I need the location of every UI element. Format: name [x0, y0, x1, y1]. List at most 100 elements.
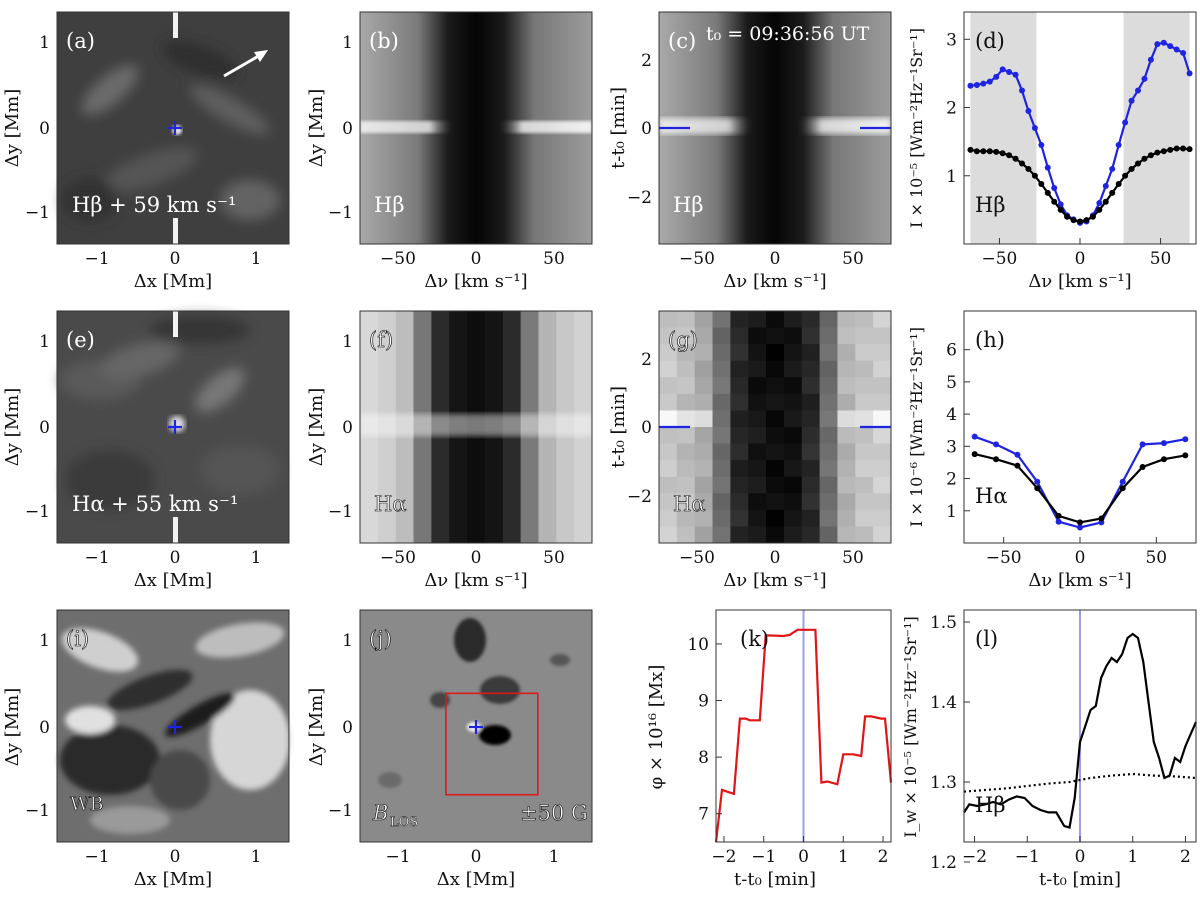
series-0-point	[1006, 69, 1013, 76]
svg-text:2: 2	[641, 350, 652, 370]
panel-i-xlabel: Δx [Mm]	[134, 869, 212, 890]
spectral-cell	[730, 327, 749, 345]
svg-text:0: 0	[641, 418, 652, 438]
panel-a-tag: (a)	[66, 29, 95, 53]
panel-d: −50 0 50 1 2 3 (d) Hβ Δν [km s⁻¹] I × 10⁻⁵ [W…	[907, 11, 1197, 292]
spectral-cell	[676, 360, 696, 378]
panel-j-tag: (j)	[369, 627, 392, 651]
series-0-point	[971, 433, 978, 440]
x-tick-label: −1	[1015, 847, 1040, 867]
spectral-cell	[873, 509, 892, 527]
y-tick-label: 3	[946, 437, 957, 457]
panel-e: (e) Hα + 55 km s⁻¹ −1 0 1 1 0 −1 Δx [Mm]…	[2, 310, 290, 591]
spectral-cell	[819, 377, 838, 395]
y-tick-label: 1.3	[930, 773, 957, 793]
panel-i-yticks: 1 0 −1	[25, 631, 50, 821]
series-0-point	[1057, 201, 1064, 208]
panel-a-yticks: 1 0 −1	[25, 33, 50, 223]
panel-g-ylabel: t-t₀ [min]	[608, 386, 629, 468]
svg-text:0: 0	[342, 119, 353, 139]
series-0-point	[1119, 478, 1126, 485]
spectral-cell	[766, 493, 785, 511]
spectral-cell	[873, 476, 892, 494]
spectral-cell	[730, 360, 749, 378]
spectral-cell	[694, 377, 714, 395]
x-tick-label: 2	[878, 847, 889, 867]
series-0-point	[993, 73, 1000, 80]
series-1-point	[1147, 152, 1154, 159]
y-tick-label: 3	[946, 30, 957, 50]
spectral-cell	[766, 327, 785, 345]
series-1-point	[993, 148, 1000, 155]
panel-d-ylabel: I × 10⁻⁵ [Wm⁻²Hz⁻¹Sr⁻¹]	[907, 28, 926, 228]
series-0-point	[1044, 164, 1051, 171]
spectral-cell	[819, 443, 838, 461]
panel-l-annotation: Hβ	[975, 793, 1005, 817]
spectral-cell	[659, 344, 678, 362]
y-tick-label: 10	[687, 635, 709, 655]
slit-marker-top	[173, 12, 178, 38]
series-0-point	[1160, 39, 1167, 46]
spectral-cell	[855, 427, 874, 445]
spectral-cell	[659, 410, 678, 428]
panel-e-ylabel: Δy [Mm]	[2, 388, 23, 466]
spectral-cell	[712, 476, 731, 494]
panel-h-ylabel: I × 10⁻⁶ [Wm⁻²Hz⁻¹Sr⁻¹]	[907, 327, 926, 527]
spectral-cell	[783, 360, 803, 378]
series-0-point	[1034, 478, 1041, 485]
spectral-cell	[712, 393, 731, 411]
svg-text:50: 50	[543, 548, 565, 568]
y-tick-label: 9	[698, 692, 709, 712]
spectral-cell	[676, 344, 696, 362]
series-1-point	[1115, 180, 1122, 187]
spectral-cell	[855, 526, 874, 544]
spectral-cell	[801, 360, 821, 378]
series-line-1	[963, 772, 1197, 793]
x-tick-label: 1	[1127, 847, 1138, 867]
panel-e-yticks: 1 0 −1	[25, 332, 50, 522]
spectral-cell	[659, 327, 678, 345]
series-0-point	[1055, 518, 1062, 525]
spectral-cell	[819, 427, 838, 445]
spectral-cell	[659, 360, 678, 378]
spectral-cell	[676, 393, 696, 411]
spectral-cell	[819, 410, 838, 428]
svg-text:2: 2	[641, 51, 652, 71]
spectral-cell	[855, 460, 874, 478]
svg-text:0: 0	[39, 119, 50, 139]
spectral-cell	[748, 393, 767, 411]
spectral-cell	[676, 443, 696, 461]
panel-h-tag: (h)	[975, 328, 1005, 352]
spectral-cell	[819, 526, 838, 544]
spectral-cell	[783, 526, 803, 544]
series-1-point	[1019, 160, 1025, 167]
panel-j: (j) B LOS ±50 G −1 0 1 1 0 −1 Δx [Mm] Δy…	[306, 609, 593, 890]
panel-g-yticks: 2 0 −2	[627, 350, 652, 507]
spectral-cell	[837, 344, 856, 362]
svg-text:1: 1	[39, 33, 50, 53]
target-crosshair-icon	[469, 720, 483, 734]
spectral-cell	[837, 443, 856, 461]
spectral-cell	[712, 360, 731, 378]
svg-text:1: 1	[342, 33, 353, 53]
series-0-point	[1077, 524, 1083, 531]
svg-text:0: 0	[471, 249, 482, 269]
series-1-point	[1139, 463, 1146, 470]
series-0-point	[1135, 87, 1141, 94]
spectral-cell	[694, 360, 714, 378]
series-1-point	[1182, 452, 1189, 459]
svg-text:0: 0	[770, 548, 781, 568]
spectral-cell	[783, 327, 803, 345]
x-tick-label: 0	[1075, 249, 1086, 269]
series-0-point	[1128, 97, 1135, 104]
spectral-cell	[730, 377, 749, 395]
spectral-cell	[837, 427, 856, 445]
spectral-cell	[837, 526, 856, 544]
panel-b-ylabel: Δy [Mm]	[306, 89, 327, 167]
x-tick-label: −2	[711, 847, 736, 867]
spectral-cell	[783, 344, 803, 362]
svg-text:0: 0	[471, 548, 482, 568]
spectral-cell	[676, 410, 696, 428]
spectral-cell	[873, 443, 892, 461]
spectral-cell	[676, 311, 696, 329]
